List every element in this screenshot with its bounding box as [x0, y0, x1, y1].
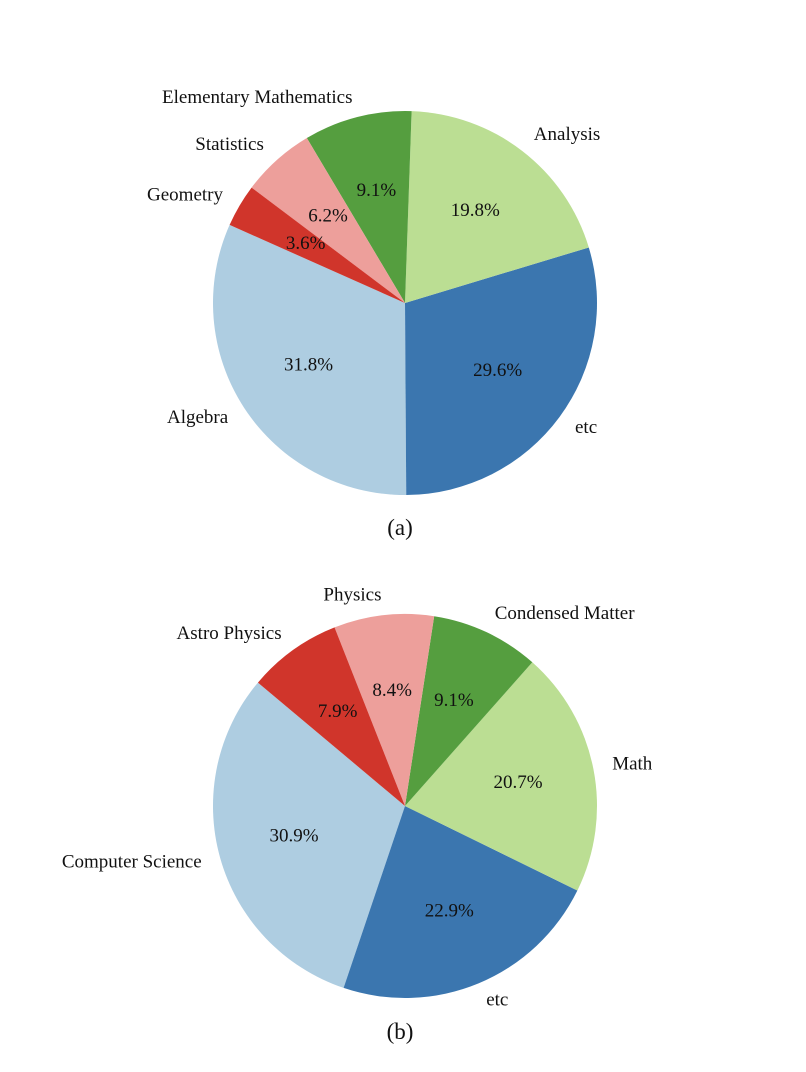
caption-b: (b) [387, 1019, 414, 1044]
pie-b-label-computer-science: Computer Science [62, 851, 202, 872]
pie-b-pct-physics: 8.4% [372, 680, 412, 701]
pie-a-pct-analysis: 19.8% [451, 200, 500, 221]
pie-chart-b: Computer Science etc Math Condensed Matter P… [62, 584, 653, 1010]
pie-a-pct-geometry: 3.6% [286, 233, 326, 254]
pie-a-label-analysis: Analysis [534, 124, 601, 145]
pie-b-pct-etc: 22.9% [425, 901, 474, 922]
pie-b-label-math: Math [612, 753, 653, 774]
pie-a-slice-elementary-mathematics [306, 110, 412, 304]
pie-a-label-statistics: Statistics [195, 134, 264, 155]
pie-a-pct-etc: 29.6% [473, 360, 522, 381]
pie-b-slice-condensed-matter [405, 616, 533, 806]
pie-b-pct-math: 20.7% [493, 772, 542, 793]
pie-b-pct-astro-physics: 7.9% [318, 701, 358, 722]
pie-b-slice-math [405, 662, 597, 891]
pie-b-pct-condensed-matter: 9.1% [434, 690, 474, 711]
pie-a-label-algebra: Algebra [167, 407, 229, 428]
pie-a-pct-statistics: 6.2% [308, 206, 348, 227]
pie-b-label-condensed-matter: Condensed Matter [495, 603, 636, 624]
pie-b-slice-computer-science [212, 682, 405, 988]
caption-a: (a) [387, 515, 413, 540]
pie-b-slice-etc [343, 806, 578, 998]
pie-b-label-physics: Physics [323, 584, 381, 605]
pie-b-label-astro-physics: Astro Physics [177, 623, 282, 644]
pie-a-label-elementary-mathematics: Elementary Mathematics [162, 87, 352, 108]
pie-a-pct-algebra: 31.8% [284, 354, 333, 375]
pie-b-label-etc: etc [486, 989, 508, 1010]
pie-b-slice-astro-physics [257, 627, 405, 806]
pie-a-slice-statistics [251, 138, 405, 303]
pie-a-label-etc: etc [575, 417, 597, 438]
pie-a-slice-analysis [405, 111, 589, 303]
pie-chart-a: Algebra etc Analysis Elementary Mathematics… [147, 87, 601, 496]
pie-a-label-geometry: Geometry [147, 184, 223, 205]
pie-a-pct-elementary-mathematics: 9.1% [357, 180, 397, 201]
pie-a-slice-algebra [213, 224, 407, 496]
pie-b-pct-computer-science: 30.9% [270, 825, 319, 846]
pie-a-slice-etc [405, 247, 598, 495]
pie-a-slice-geometry [229, 187, 405, 303]
pie-b-slice-physics [334, 614, 435, 806]
